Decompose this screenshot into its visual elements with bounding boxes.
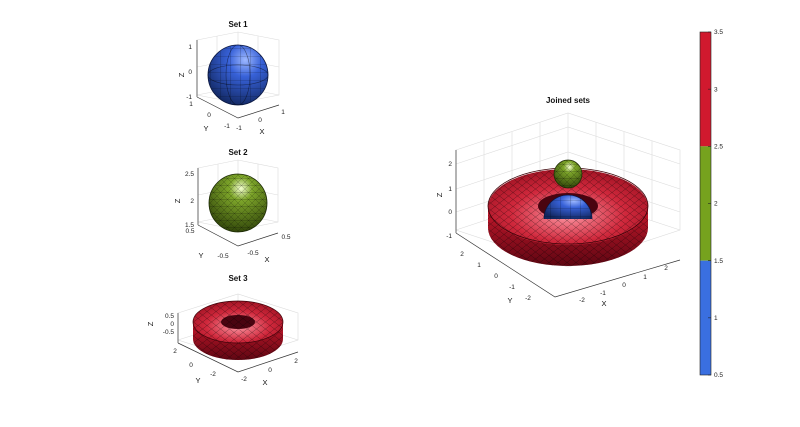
z-tick: -0.5 [163,329,175,336]
colorbar-tick-label: 2.5 [714,144,723,151]
torus-surface [192,300,284,360]
chart-title: Set 1 [228,20,248,29]
blue-sphere [543,194,593,220]
x-tick: 2 [664,265,668,272]
x-tick: 0 [268,367,272,374]
x-axis-label: X [259,127,264,136]
x-tick: 2 [294,358,298,365]
z-tick: 0 [170,321,174,328]
colorbar: 3.5 3 2.5 2 1.5 1 0.5 [699,29,723,379]
colorbar-tick-label: 2 [714,201,718,208]
y-tick: -0.5 [217,253,229,260]
x-tick: 1 [643,274,647,281]
chart-set-2: Set 2 2.5 2 1.5 Z 0.5 -0.5 Y -0.5 0.5 X [173,148,291,264]
y-tick: 2 [173,348,177,355]
z-tick: -1 [186,94,192,101]
colorbar-segment [700,260,711,375]
y-tick: 1 [189,101,193,108]
x-tick: 0.5 [281,234,290,241]
y-tick: 1 [477,262,481,269]
green-sphere [553,159,583,189]
x-tick: -0.5 [247,250,259,257]
z-tick: 2.5 [185,171,194,178]
chart-joined-sets: Joined sets 2 1 0 -1 Z [435,96,681,308]
y-tick: -1 [224,123,230,130]
z-tick: 1 [448,186,452,193]
z-tick: 0.5 [165,313,174,320]
y-axis-label: Y [507,296,512,305]
x-axis-label: X [262,378,267,387]
colorbar-tick-label: 1 [714,315,718,322]
colorbar-segment [700,146,711,261]
colorbar-tick-label: 1.5 [714,258,723,265]
y-axis-label: Y [203,124,208,133]
z-axis-label: Z [435,192,444,197]
sphere-surface [208,173,268,233]
y-tick: 0 [494,273,498,280]
colorbar-tick-label: 0.5 [714,372,723,379]
y-tick: -1 [509,284,515,291]
chart-set-3: Set 3 0.5 0 -0.5 Z 2 0 -2 Y -2 0 2 X [146,274,299,387]
y-tick: -2 [525,295,531,302]
z-tick: 0 [448,209,452,216]
chart-title: Joined sets [546,96,591,105]
x-tick: -2 [579,297,585,304]
colorbar-tick-label: 3.5 [714,29,723,36]
y-tick: 0.5 [185,228,194,235]
z-tick: 2 [448,161,452,168]
z-tick: 1.5 [185,222,194,229]
y-axis-label: Y [195,376,200,385]
z-tick: 2 [190,198,194,205]
sphere-surface [207,44,269,106]
y-tick: 2 [460,251,464,258]
z-axis-label: Z [177,72,186,77]
x-axis-label: X [264,255,269,264]
y-axis-label: Y [198,251,203,260]
x-tick: 0 [622,282,626,289]
y-tick: -2 [210,371,216,378]
chart-title: Set 3 [228,274,248,283]
colorbar-segment [700,32,711,147]
z-tick: 0 [188,69,192,76]
z-tick: -1 [446,233,452,240]
x-tick: -1 [236,125,242,132]
z-axis-label: Z [146,321,155,326]
y-tick: 0 [207,112,211,119]
z-tick: 1 [188,44,192,51]
x-tick: -2 [241,376,247,383]
chart-title: Set 2 [228,148,248,157]
z-axis-label: Z [173,198,182,203]
x-tick: 1 [281,109,285,116]
colorbar-tick-label: 3 [714,86,718,93]
x-axis-label: X [601,299,606,308]
y-tick: 0 [189,362,193,369]
x-tick: 0 [258,117,262,124]
x-tick: -1 [600,290,606,297]
chart-set-1: Set 1 1 0 -1 Z 1 0 -1 Y -1 0 1 X [177,20,285,136]
